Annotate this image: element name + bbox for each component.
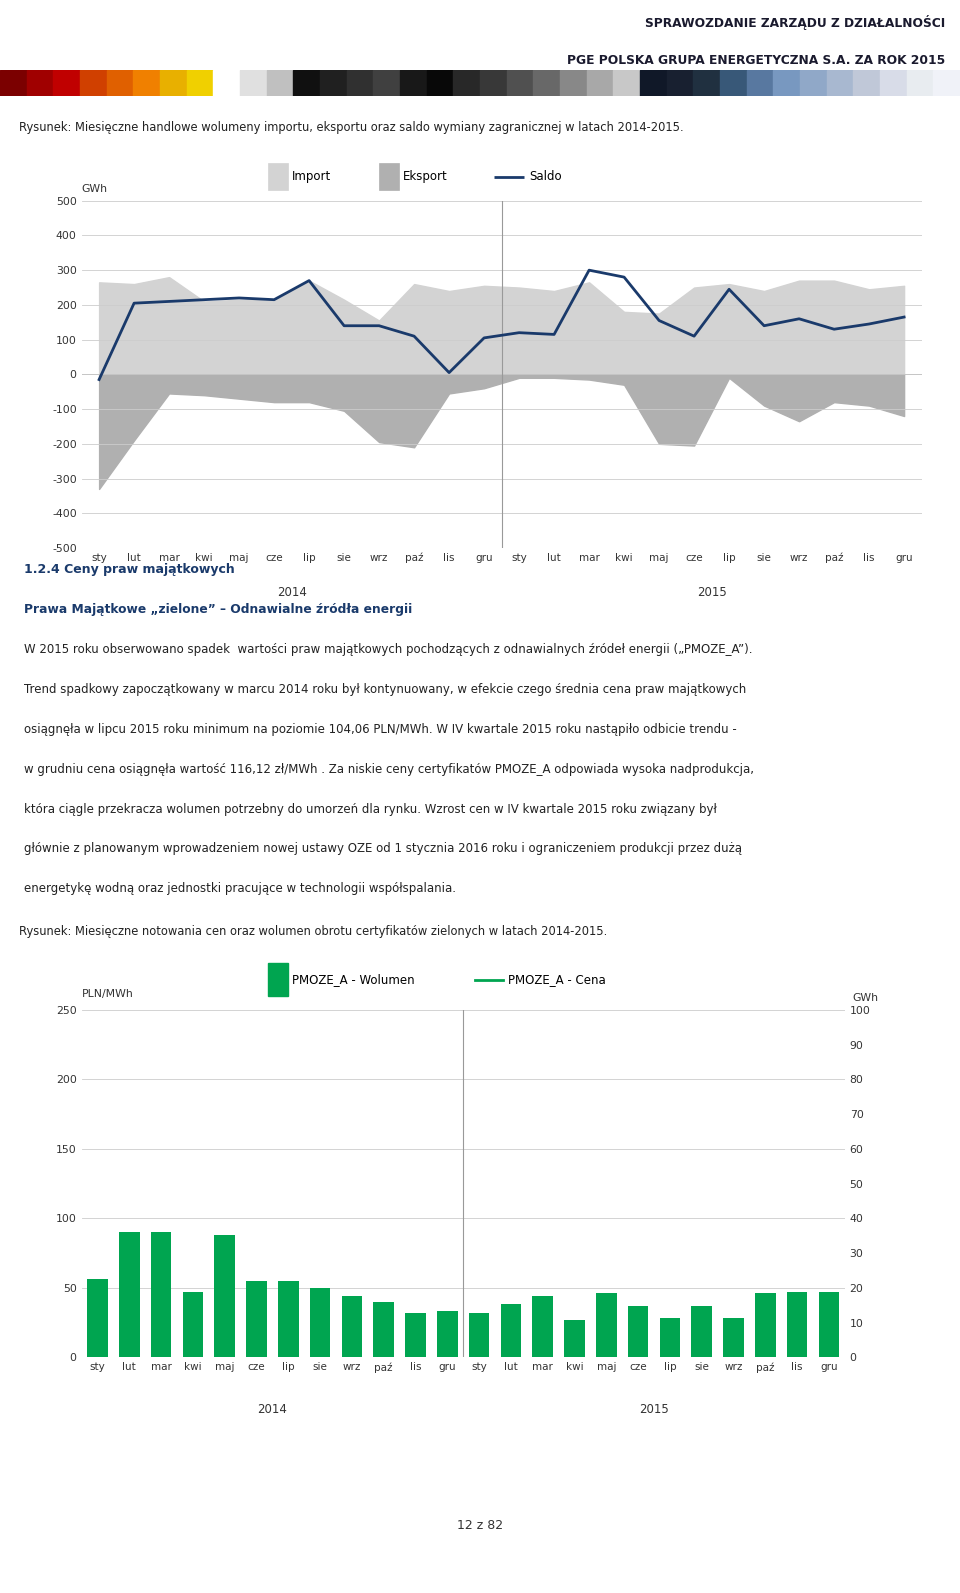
Bar bbox=[819, 1292, 839, 1357]
Bar bbox=[107, 70, 133, 96]
Bar bbox=[613, 70, 640, 96]
Text: Import: Import bbox=[292, 170, 331, 183]
Text: energetykę wodną oraz jednostki pracujące w technologii współspalania.: energetykę wodną oraz jednostki pracując… bbox=[24, 883, 456, 895]
Bar bbox=[640, 70, 666, 96]
Bar bbox=[500, 1305, 521, 1357]
Bar bbox=[723, 1319, 744, 1357]
Bar bbox=[853, 70, 880, 96]
Bar bbox=[186, 70, 213, 96]
Bar bbox=[587, 70, 613, 96]
Bar bbox=[426, 70, 453, 96]
Bar bbox=[453, 70, 480, 96]
Bar bbox=[827, 70, 853, 96]
Bar bbox=[596, 1294, 616, 1357]
Bar bbox=[27, 70, 54, 96]
Bar bbox=[720, 70, 747, 96]
Bar bbox=[347, 70, 373, 96]
Text: Saldo: Saldo bbox=[529, 170, 562, 183]
Bar bbox=[294, 70, 320, 96]
Text: 2014: 2014 bbox=[257, 1403, 287, 1416]
Text: Trend spadkowy zapoczątkowany w marcu 2014 roku był kontynuowany, w efekcie czeg: Trend spadkowy zapoczątkowany w marcu 20… bbox=[24, 683, 746, 696]
Text: w grudniu cena osiągnęła wartość 116,12 zł/MWh . Za niskie ceny certyfikatów PMO: w grudniu cena osiągnęła wartość 116,12 … bbox=[24, 763, 754, 776]
Text: głównie z planowanym wprowadzeniem nowej ustawy OZE od 1 stycznia 2016 roku i og: głównie z planowanym wprowadzeniem nowej… bbox=[24, 843, 742, 855]
Text: 2014: 2014 bbox=[276, 586, 306, 599]
Text: Rysunek: Miesięczne handlowe wolumeny importu, eksportu oraz saldo wymiany zagra: Rysunek: Miesięczne handlowe wolumeny im… bbox=[19, 121, 684, 134]
Bar bbox=[405, 1313, 426, 1357]
Bar bbox=[774, 70, 800, 96]
Bar bbox=[437, 1311, 458, 1357]
Bar bbox=[133, 70, 160, 96]
Bar bbox=[119, 1233, 139, 1357]
Bar bbox=[755, 1294, 776, 1357]
Bar bbox=[400, 70, 426, 96]
Bar bbox=[480, 70, 507, 96]
Bar bbox=[213, 70, 240, 96]
Bar bbox=[268, 164, 288, 190]
Bar bbox=[342, 1297, 362, 1357]
Text: W 2015 roku obserwowano spadek  wartości praw majątkowych pochodzących z odnawia: W 2015 roku obserwowano spadek wartości … bbox=[24, 642, 753, 656]
Bar bbox=[160, 70, 186, 96]
Text: 2015: 2015 bbox=[697, 586, 727, 599]
Text: GWh: GWh bbox=[82, 183, 108, 194]
Bar bbox=[310, 1287, 330, 1357]
Bar bbox=[693, 70, 720, 96]
Bar bbox=[660, 1319, 681, 1357]
Bar bbox=[246, 1281, 267, 1357]
Bar bbox=[373, 70, 400, 96]
Bar bbox=[320, 70, 347, 96]
Bar bbox=[906, 70, 933, 96]
Bar bbox=[214, 1235, 235, 1357]
Text: osiągnęła w lipcu 2015 roku minimum na poziomie 104,06 PLN/MWh. W IV kwartale 20: osiągnęła w lipcu 2015 roku minimum na p… bbox=[24, 723, 736, 736]
Bar bbox=[564, 1319, 585, 1357]
Text: Prawa Majątkowe „zielone” – Odnawialne źródła energii: Prawa Majątkowe „zielone” – Odnawialne ź… bbox=[24, 602, 412, 616]
Text: SPRAWOZDANIE ZARZĄDU Z DZIAŁALNOŚCI: SPRAWOZDANIE ZARZĄDU Z DZIAŁALNOŚCI bbox=[645, 14, 946, 30]
Bar bbox=[747, 70, 774, 96]
Bar bbox=[378, 164, 399, 190]
Text: GWh: GWh bbox=[852, 992, 878, 1004]
Text: Rysunek: Miesięczne notowania cen oraz wolumen obrotu certyfikatów zielonych w l: Rysunek: Miesięczne notowania cen oraz w… bbox=[19, 926, 608, 938]
Text: 12 z 82: 12 z 82 bbox=[457, 1518, 503, 1532]
Bar bbox=[182, 1292, 204, 1357]
Text: PMOZE_A - Wolumen: PMOZE_A - Wolumen bbox=[292, 973, 415, 986]
Bar bbox=[628, 1306, 648, 1357]
Bar bbox=[267, 70, 294, 96]
Bar bbox=[468, 1313, 490, 1357]
Text: PLN/MWh: PLN/MWh bbox=[82, 989, 133, 999]
Bar bbox=[533, 1297, 553, 1357]
Bar bbox=[151, 1233, 172, 1357]
Bar bbox=[534, 70, 560, 96]
Bar bbox=[787, 1292, 807, 1357]
Text: 1.2.4 Ceny praw majątkowych: 1.2.4 Ceny praw majątkowych bbox=[24, 562, 235, 577]
Bar bbox=[691, 1306, 712, 1357]
Bar bbox=[268, 964, 288, 996]
Bar bbox=[880, 70, 906, 96]
Bar bbox=[278, 1281, 299, 1357]
Bar bbox=[800, 70, 827, 96]
Text: Eksport: Eksport bbox=[402, 170, 447, 183]
Text: 2015: 2015 bbox=[639, 1403, 669, 1416]
Bar bbox=[373, 1301, 394, 1357]
Text: PGE POLSKA GRUPA ENERGETYCZNA S.A. ZA ROK 2015: PGE POLSKA GRUPA ENERGETYCZNA S.A. ZA RO… bbox=[567, 54, 946, 67]
Bar bbox=[240, 70, 267, 96]
Bar bbox=[933, 70, 960, 96]
Bar bbox=[87, 1279, 108, 1357]
Bar bbox=[666, 70, 693, 96]
Bar bbox=[507, 70, 534, 96]
Bar bbox=[0, 70, 27, 96]
Bar bbox=[80, 70, 107, 96]
Bar bbox=[54, 70, 80, 96]
Bar bbox=[560, 70, 587, 96]
Text: PMOZE_A - Cena: PMOZE_A - Cena bbox=[508, 973, 606, 986]
Text: która ciągle przekracza wolumen potrzebny do umorzeń dla rynku. Wzrost cen w IV : która ciągle przekracza wolumen potrzebn… bbox=[24, 803, 717, 816]
